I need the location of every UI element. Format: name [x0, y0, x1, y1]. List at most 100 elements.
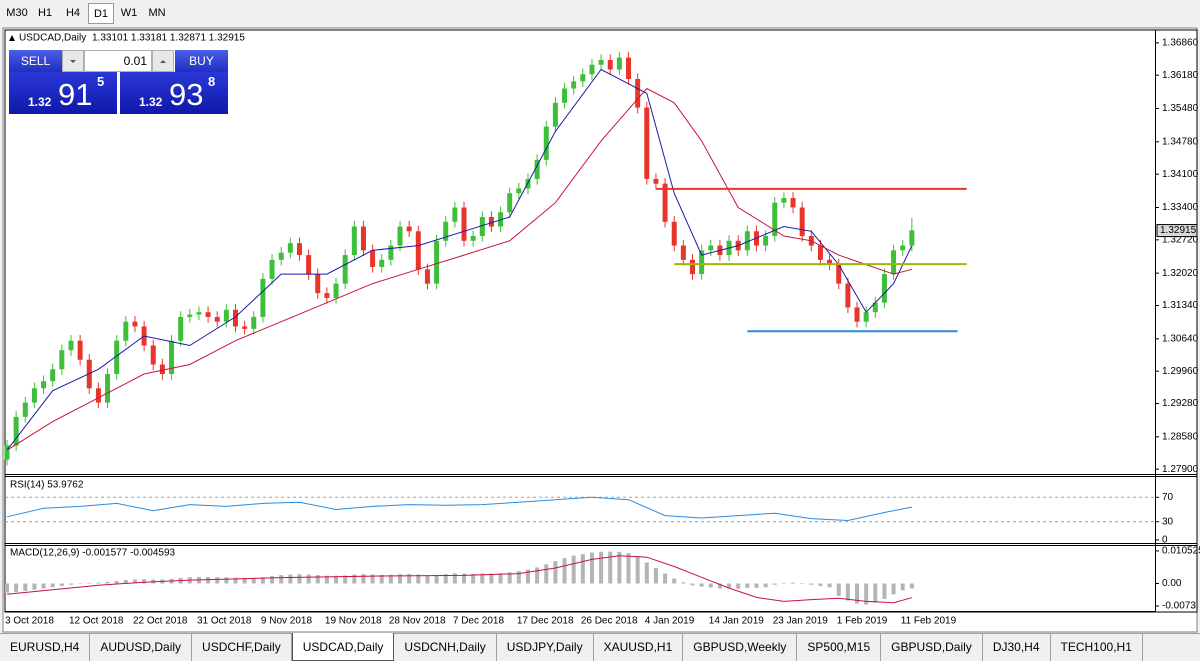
- macd-bar: [14, 583, 19, 593]
- x-tick-label: 14 Jan 2019: [709, 616, 764, 627]
- lot-down[interactable]: [62, 50, 84, 72]
- candle-body: [708, 245, 714, 251]
- candle-body: [690, 259, 695, 275]
- sell-button[interactable]: SELL: [9, 50, 62, 72]
- candle-body: [589, 64, 595, 75]
- candle-body: [909, 230, 915, 246]
- chart-tab[interactable]: USDCHF,Daily: [192, 634, 292, 661]
- candle-body: [744, 231, 750, 251]
- macd-bar: [480, 573, 485, 584]
- candle-body: [22, 402, 28, 417]
- candle-body: [132, 321, 138, 327]
- lot-size[interactable]: 0.01: [84, 50, 152, 72]
- candle-body: [77, 340, 83, 360]
- chart-tab[interactable]: USDCAD,Daily: [291, 633, 395, 661]
- candle-body: [580, 74, 586, 82]
- timeframe-button[interactable]: MN: [148, 7, 166, 19]
- candle-body: [653, 178, 659, 184]
- candle-body: [863, 312, 869, 322]
- chart-tab[interactable]: XAUUSD,H1: [594, 634, 684, 661]
- macd-bar: [571, 555, 576, 584]
- chart-tab[interactable]: USDJPY,Daily: [497, 634, 594, 661]
- candle-body: [799, 207, 805, 237]
- bid-price[interactable]: 1.32 91 5: [9, 72, 117, 114]
- macd-bar: [142, 579, 147, 584]
- macd-bar: [599, 551, 604, 584]
- candle-body: [671, 221, 677, 246]
- candle-body: [251, 316, 257, 329]
- candle-body: [397, 226, 403, 246]
- x-tick-label: 1 Feb 2019: [837, 616, 888, 627]
- lot-up[interactable]: [152, 50, 174, 72]
- macd-bar: [251, 577, 256, 584]
- chart-tab[interactable]: DJ30,H4: [983, 634, 1051, 661]
- macd-bar: [791, 582, 796, 584]
- chart-tab[interactable]: EURUSD,H4: [0, 634, 91, 661]
- candle-body: [406, 226, 412, 232]
- candle-body: [342, 255, 348, 284]
- candle-body: [891, 250, 897, 275]
- y-tick-label: 1.33400: [1162, 202, 1199, 213]
- x-tick-label: 23 Jan 2019: [773, 616, 828, 627]
- macd-bar: [132, 579, 137, 584]
- y-tick-label: 0: [1162, 535, 1168, 546]
- x-tick-label: 11 Feb 2019: [901, 616, 957, 627]
- candle-body: [150, 345, 156, 365]
- macd-bar: [471, 573, 476, 584]
- buy-button[interactable]: BUY: [175, 50, 228, 72]
- macd-bar: [708, 583, 713, 588]
- macd-bar: [644, 562, 649, 584]
- candle-body: [443, 221, 449, 241]
- candle-body: [13, 416, 19, 446]
- macd-bar: [736, 583, 741, 589]
- x-tick-label: 7 Dec 2018: [453, 616, 505, 627]
- candle-body: [278, 252, 284, 260]
- candle-body: [187, 314, 193, 317]
- candle-body: [562, 88, 568, 103]
- chart-tab[interactable]: GBPUSD,Daily: [881, 634, 983, 661]
- macd-bar: [727, 583, 732, 589]
- timeframe-button[interactable]: M30: [6, 7, 28, 19]
- macd-bar: [818, 583, 823, 586]
- chart-tab[interactable]: AUDUSD,Daily: [90, 634, 193, 661]
- macd-bar: [672, 578, 677, 584]
- macd-bar: [489, 573, 494, 584]
- candle-body: [260, 278, 266, 317]
- candle-body: [324, 293, 330, 298]
- chart-tab[interactable]: SP500,M15: [797, 634, 882, 661]
- timeframe-button[interactable]: W1: [120, 7, 138, 19]
- macd-bar: [270, 576, 275, 584]
- ask-price[interactable]: 1.32 93 8: [120, 72, 228, 114]
- candle-body: [470, 236, 476, 241]
- macd-bar: [370, 574, 375, 584]
- macd-bar: [608, 551, 613, 584]
- macd-bar: [297, 574, 302, 584]
- macd-bar: [425, 575, 430, 584]
- candle-body: [900, 245, 906, 251]
- chart-tab[interactable]: TECH100,H1: [1051, 634, 1143, 661]
- timeframe-button[interactable]: D1: [88, 3, 114, 24]
- big-figure: 1.32: [139, 95, 163, 109]
- macd-bar: [96, 582, 101, 584]
- macd-bar: [452, 573, 457, 584]
- one-click-trading: SELL 0.01 BUY 1.32 91 5 1.32 93 8: [9, 50, 228, 114]
- candle-body: [616, 57, 622, 70]
- chart-tab[interactable]: USDCNH,Daily: [394, 634, 497, 661]
- y-tick-label: 1.30640: [1162, 333, 1199, 344]
- candle-body: [479, 217, 485, 237]
- candle-body: [872, 302, 878, 313]
- candle-body: [123, 321, 129, 341]
- candle-body: [781, 197, 787, 203]
- timeframe-button[interactable]: H1: [37, 7, 53, 19]
- chart-tab[interactable]: GBPUSD,Weekly: [683, 634, 798, 661]
- candle-body: [552, 102, 558, 127]
- moving-average: [6, 87, 913, 451]
- macd-bar: [224, 577, 229, 584]
- macd-bar: [379, 574, 384, 584]
- candle-body: [315, 274, 321, 294]
- y-tick-label: 1.34100: [1162, 169, 1199, 180]
- timeframe-button[interactable]: H4: [65, 7, 81, 19]
- candle-body: [543, 126, 549, 160]
- macd-bar: [407, 573, 412, 584]
- candle-body: [507, 193, 513, 213]
